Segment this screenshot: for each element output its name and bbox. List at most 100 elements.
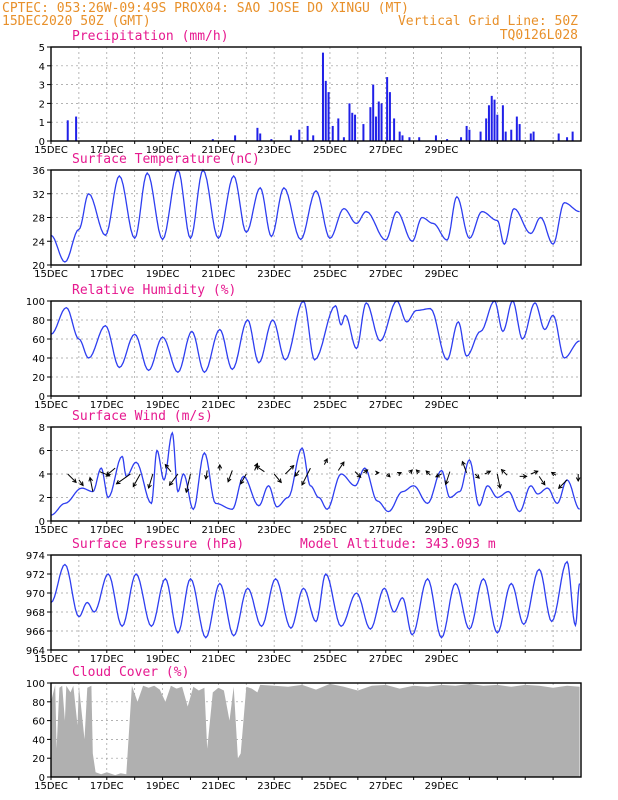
wind-arrow xyxy=(227,470,233,482)
wind-arrow-head xyxy=(397,472,403,477)
precip-bar xyxy=(380,103,383,141)
x-tick-label: 15DEC xyxy=(34,400,68,411)
x-tick-label: 25DEC xyxy=(313,400,347,411)
series-line xyxy=(50,431,580,516)
plot-frame xyxy=(50,169,582,266)
precip-bar xyxy=(321,52,324,141)
cloud-cover-area xyxy=(51,683,580,777)
wind-arrow-head xyxy=(340,461,345,467)
plot-frame xyxy=(50,46,582,142)
precip-bar xyxy=(468,129,471,141)
precip-bar xyxy=(465,125,468,141)
y-tick-label: 2 xyxy=(39,494,45,505)
precip-bar xyxy=(398,131,401,141)
wind-arrow-head xyxy=(168,481,174,487)
y-tick-label: 970 xyxy=(26,589,45,600)
wind-arrow-head xyxy=(475,474,480,479)
wind-arrow xyxy=(301,467,311,486)
plot-frame xyxy=(50,682,582,778)
wind-arrow xyxy=(284,465,295,475)
x-tick-label: 27DEC xyxy=(369,145,403,156)
header-run-time: 15DEC2020 50Z (GMT) xyxy=(2,14,151,29)
y-tick-label: 6 xyxy=(39,447,45,458)
wind-arrow xyxy=(354,471,362,478)
wind-arrow-head xyxy=(500,468,506,474)
wind-arrow xyxy=(240,473,247,485)
x-tick-label: 15DEC xyxy=(34,781,68,792)
wind-arrow xyxy=(530,470,538,475)
y-tick-label: 80 xyxy=(32,698,45,709)
wind-arrow-head xyxy=(115,479,121,485)
panel-title: Cloud Cover (%) xyxy=(72,665,189,680)
y-tick-label: 36 xyxy=(32,166,45,177)
y-tick-label: 100 xyxy=(26,679,45,690)
precip-bar xyxy=(289,135,292,141)
precip-bar xyxy=(348,103,351,141)
panel-title: Precipitation (mm/h) xyxy=(72,29,229,44)
panel-rh: 0 20 40 60 80 100 15DEC 17DEC 19DEC 21DEC 23DEC 25D… xyxy=(26,283,582,411)
x-tick-label: 29DEC xyxy=(425,400,459,411)
wind-arrow-head xyxy=(255,465,261,470)
y-tick-label: 20 xyxy=(32,373,45,384)
wind-arrow xyxy=(164,464,172,472)
wind-arrow-head xyxy=(88,476,93,482)
x-tick-label: 21DEC xyxy=(202,145,236,156)
y-tick-label: 60 xyxy=(32,717,45,728)
precip-bar xyxy=(418,137,421,141)
precip-bar xyxy=(362,124,365,141)
precip-bar xyxy=(487,105,490,141)
precip-bar xyxy=(306,125,309,141)
precip-bar xyxy=(566,137,569,141)
x-tick-label: 23DEC xyxy=(257,269,291,280)
wind-arrow-head xyxy=(415,469,421,475)
x-tick-label: 15DEC xyxy=(34,145,68,156)
x-tick-label: 19DEC xyxy=(146,400,180,411)
precip-bar xyxy=(369,107,372,141)
wind-arrow-head xyxy=(356,473,362,479)
y-tick-label: 0 xyxy=(39,517,45,528)
y-tick-label: 964 xyxy=(26,646,45,657)
x-tick-label: 17DEC xyxy=(90,269,124,280)
wind-arrow-head xyxy=(240,479,245,485)
precip-bar xyxy=(496,114,499,141)
panel-title: Relative Humidity (%) xyxy=(72,283,236,298)
precip-bar xyxy=(377,101,380,141)
x-tick-label: 19DEC xyxy=(146,654,180,665)
wind-arrow xyxy=(78,479,84,486)
y-tick-label: 972 xyxy=(26,570,45,581)
x-tick-label: 29DEC xyxy=(425,145,459,156)
y-tick-label: 966 xyxy=(26,627,45,638)
y-tick-label: 100 xyxy=(26,297,45,308)
panel-title: Surface Pressure (hPa) xyxy=(72,537,244,552)
wind-arrow-head xyxy=(486,470,492,475)
x-tick-label: 17DEC xyxy=(90,654,124,665)
wind-arrow xyxy=(89,477,94,492)
precip-bar xyxy=(408,137,411,141)
wind-arrow-head xyxy=(550,471,556,477)
x-tick-label: 29DEC xyxy=(425,654,459,665)
wind-arrow-head xyxy=(184,488,190,494)
y-tick-label: 8 xyxy=(39,423,45,434)
y-tick-label: 4 xyxy=(39,470,45,481)
precip-bar xyxy=(501,105,504,141)
x-tick-label: 23DEC xyxy=(257,781,291,792)
panel-wind: 0 2 4 6 8 15DEC 17DEC 19DEC 21DEC 23DEC 25DEC 27DEC… xyxy=(34,409,582,536)
x-tick-label: 17DEC xyxy=(90,525,124,536)
wind-arrow-head xyxy=(497,484,502,490)
header-model-id: TQ0126L028 xyxy=(500,28,578,43)
plot-frame xyxy=(50,426,582,522)
wind-arrow xyxy=(337,461,345,471)
plot-frame xyxy=(50,300,582,397)
panel-cloud: 0 20 40 60 80 100 15DEC 17DEC 19DEC 21DEC 23DEC 25D… xyxy=(26,665,582,792)
precip-bar xyxy=(393,118,396,141)
x-tick-label: 29DEC xyxy=(425,269,459,280)
precip-bar xyxy=(327,92,330,141)
precip-bar xyxy=(234,135,237,141)
precip-bar xyxy=(259,133,262,141)
series-line xyxy=(50,168,580,263)
precip-bar xyxy=(490,95,493,141)
wind-arrow-head xyxy=(164,463,170,469)
wind-arrow xyxy=(106,467,116,476)
wind-arrow-head xyxy=(132,482,137,488)
precip-bar xyxy=(401,135,404,141)
